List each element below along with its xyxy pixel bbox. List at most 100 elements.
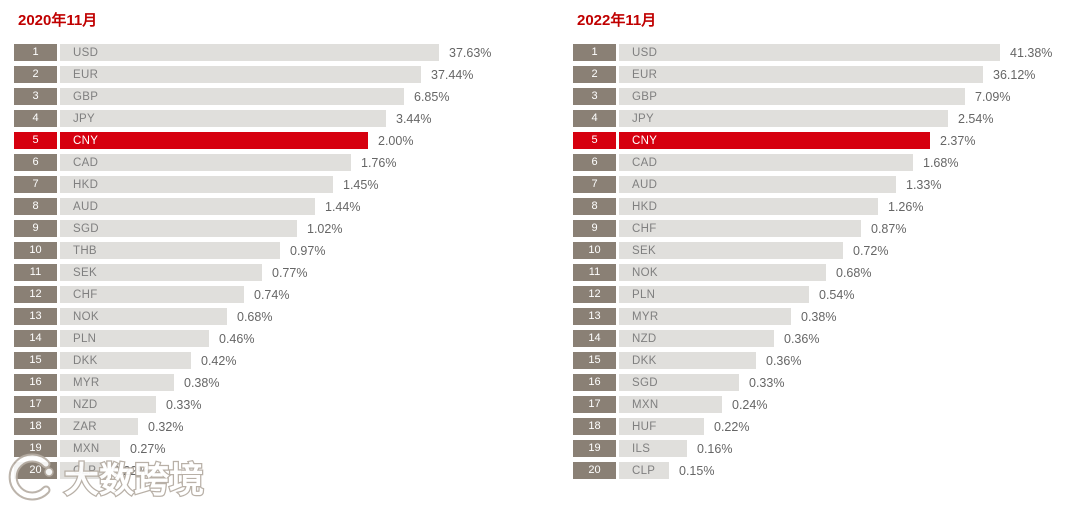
currency-bar: DKK (60, 352, 191, 369)
rank-badge: 20 (573, 462, 616, 479)
currency-bar: HKD (619, 198, 878, 215)
value-label: 1.26% (888, 199, 924, 214)
rank-badge: 4 (573, 110, 616, 127)
bar-row: 9 CHF 0.87% (573, 220, 1052, 237)
currency-code-label: SGD (73, 222, 99, 235)
currency-code-label: HKD (632, 200, 658, 213)
currency-bar: SGD (619, 374, 739, 391)
currency-bar: CHF (619, 220, 861, 237)
bar-row: 13 MYR 0.38% (573, 308, 1052, 325)
bar-row: 19 ILS 0.16% (573, 440, 1052, 457)
currency-bar: HKD (60, 176, 333, 193)
value-label: 0.15% (679, 463, 715, 478)
value-label: 1.44% (325, 199, 361, 214)
currency-code-label: AUD (73, 200, 99, 213)
bar-row: 10 THB 0.97% (14, 242, 491, 259)
value-label: 41.38% (1010, 45, 1053, 60)
value-label: 0.24% (732, 397, 768, 412)
bar-rows-2020: 1 USD 37.63% 2 EUR 37.44% 3 GBP 6.85% 4 … (14, 44, 491, 479)
rank-badge: 16 (14, 374, 57, 391)
currency-bar: ILS (619, 440, 687, 457)
bar-row: 6 CAD 1.76% (14, 154, 491, 171)
rank-badge: 12 (14, 286, 57, 303)
currency-code-label: HKD (73, 178, 99, 191)
bar-row: 2 EUR 37.44% (14, 66, 491, 83)
currency-bar: MYR (619, 308, 791, 325)
rank-badge: 15 (573, 352, 616, 369)
bar-row: 15 DKK 0.36% (573, 352, 1052, 369)
rank-badge: 18 (573, 418, 616, 435)
value-label: 0.54% (819, 287, 855, 302)
currency-bar: JPY (60, 110, 386, 127)
currency-code-label: USD (632, 46, 658, 59)
currency-bar: MXN (60, 440, 120, 457)
currency-bar: THB (60, 242, 280, 259)
currency-bar: PLN (619, 286, 809, 303)
currency-code-label: MXN (632, 398, 659, 411)
rank-badge: 3 (573, 88, 616, 105)
value-label: 0.36% (766, 353, 802, 368)
rank-badge: 7 (573, 176, 616, 193)
chart-2020-11: 2020年11月 1 USD 37.63% 2 EUR 37.44% 3 GBP… (14, 10, 491, 484)
currency-code-label: CLP (73, 464, 97, 477)
value-label: 36.12% (993, 67, 1036, 82)
bar-row: 4 JPY 3.44% (14, 110, 491, 127)
value-label: 37.63% (449, 45, 492, 60)
bar-row: 8 AUD 1.44% (14, 198, 491, 215)
value-label: 2.00% (378, 133, 414, 148)
currency-bar: GBP (619, 88, 965, 105)
value-label: 0.32% (148, 419, 184, 434)
bar-row: 17 MXN 0.24% (573, 396, 1052, 413)
value-label: 0.87% (871, 221, 907, 236)
currency-code-label: CHF (632, 222, 657, 235)
chart-2022-11: 2022年11月 1 USD 41.38% 2 EUR 36.12% 3 GBP… (573, 10, 1052, 484)
currency-code-label: MYR (632, 310, 659, 323)
currency-code-label: EUR (632, 68, 658, 81)
bar-row: 1 USD 41.38% (573, 44, 1052, 61)
currency-bar: AUD (60, 198, 315, 215)
bar-row: 11 SEK 0.77% (14, 264, 491, 281)
bar-row: 12 CHF 0.74% (14, 286, 491, 303)
currency-bar: GBP (60, 88, 404, 105)
bar-row: 8 HKD 1.26% (573, 198, 1052, 215)
currency-code-label: CLP (632, 464, 656, 477)
rank-badge: 5 (14, 132, 57, 149)
currency-bar: CHF (60, 286, 244, 303)
rank-badge: 12 (573, 286, 616, 303)
currency-bar: USD (619, 44, 1000, 61)
currency-bar: CAD (619, 154, 913, 171)
currency-code-label: ZAR (73, 420, 97, 433)
currency-code-label: HUF (632, 420, 657, 433)
bar-row: 5 CNY 2.00% (14, 132, 491, 149)
value-label: 37.44% (431, 67, 474, 82)
bar-row: 18 ZAR 0.32% (14, 418, 491, 435)
bar-row: 4 JPY 2.54% (573, 110, 1052, 127)
value-label: 3.44% (396, 111, 432, 126)
chart-title-2022: 2022年11月 (577, 12, 657, 29)
currency-bar: SEK (60, 264, 262, 281)
currency-bar: NOK (619, 264, 826, 281)
rank-badge: 10 (573, 242, 616, 259)
rank-badge: 14 (573, 330, 616, 347)
currency-code-label: CAD (632, 156, 658, 169)
currency-code-label: CAD (73, 156, 99, 169)
bar-rows-2022: 1 USD 41.38% 2 EUR 36.12% 3 GBP 7.09% 4 … (573, 44, 1052, 479)
currency-bar: EUR (60, 66, 421, 83)
value-label: 0.38% (801, 309, 837, 324)
currency-bar: EUR (619, 66, 983, 83)
rank-badge: 6 (573, 154, 616, 171)
rank-badge: 17 (14, 396, 57, 413)
rank-badge: 17 (573, 396, 616, 413)
currency-code-label: GBP (632, 90, 658, 103)
bar-row: 6 CAD 1.68% (573, 154, 1052, 171)
value-label: 0.72% (853, 243, 889, 258)
currency-code-label: PLN (73, 332, 97, 345)
currency-bar: NZD (619, 330, 774, 347)
bar-row: 16 MYR 0.38% (14, 374, 491, 391)
currency-bar: DKK (619, 352, 756, 369)
currency-code-label: USD (73, 46, 99, 59)
value-label: 0.36% (784, 331, 820, 346)
value-label: 0.77% (272, 265, 308, 280)
currency-code-label: MXN (73, 442, 100, 455)
value-label: 2.37% (940, 133, 976, 148)
